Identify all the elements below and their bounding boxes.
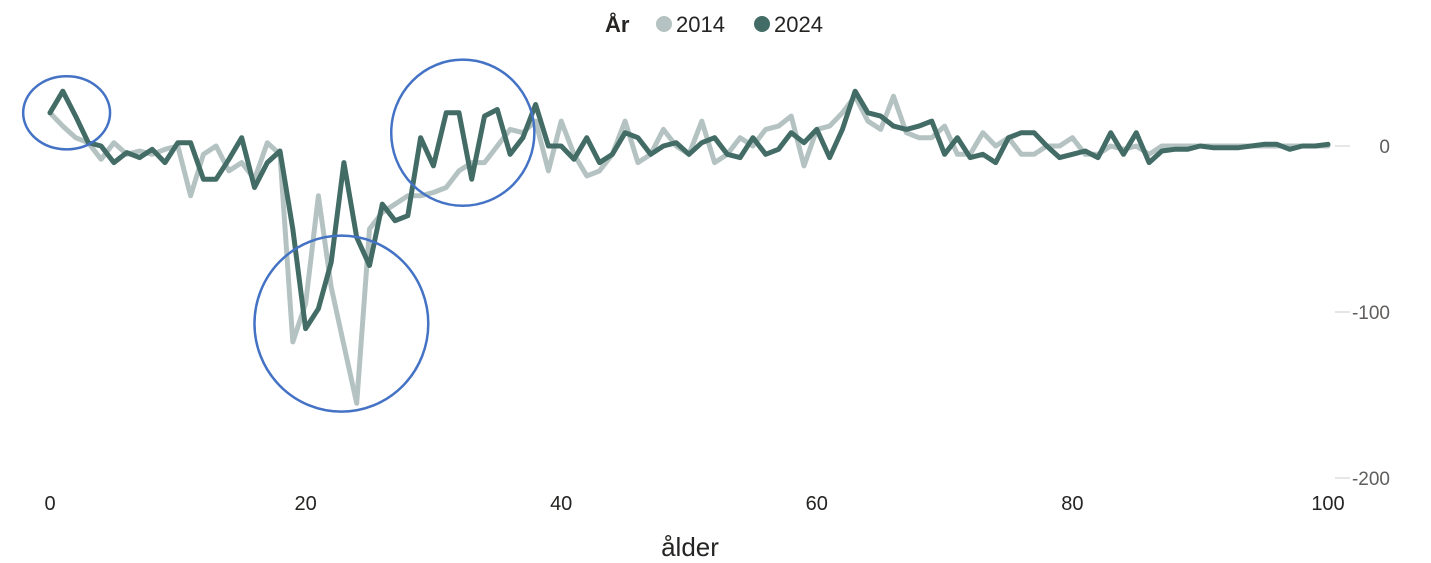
legend-marker-2014 (656, 16, 672, 32)
x-tick-label: 40 (550, 493, 572, 515)
y-axis: 0 -100 -200 (1352, 137, 1390, 490)
y-tick-label: -200 (1352, 469, 1390, 490)
legend-label-2014[interactable]: 2014 (676, 12, 725, 37)
x-tick-label: 20 (294, 493, 316, 515)
x-axis-title: ålder (661, 532, 719, 562)
annotations (21, 58, 536, 413)
x-tick-label: 0 (44, 493, 55, 515)
y-axis-tick-marks (1335, 145, 1350, 479)
x-tick-label: 80 (1061, 493, 1083, 515)
legend-marker-2024 (754, 16, 770, 32)
x-axis: 0 20 40 60 80 100 (44, 493, 1344, 515)
legend: År 2014 2024 (605, 11, 823, 37)
series-line-2024[interactable] (47, 88, 1331, 332)
x-tick-label: 60 (806, 493, 828, 515)
series-lines (47, 88, 1331, 406)
y-tick-label: -100 (1352, 303, 1390, 324)
legend-label-2024[interactable]: 2024 (774, 12, 823, 37)
annotation-circle (389, 58, 536, 208)
y-tick-label: 0 (1379, 137, 1390, 158)
legend-title: År (605, 11, 630, 37)
annotation-circle (21, 75, 112, 151)
x-tick-label: 100 (1311, 493, 1344, 515)
annotation-circle (253, 234, 430, 413)
